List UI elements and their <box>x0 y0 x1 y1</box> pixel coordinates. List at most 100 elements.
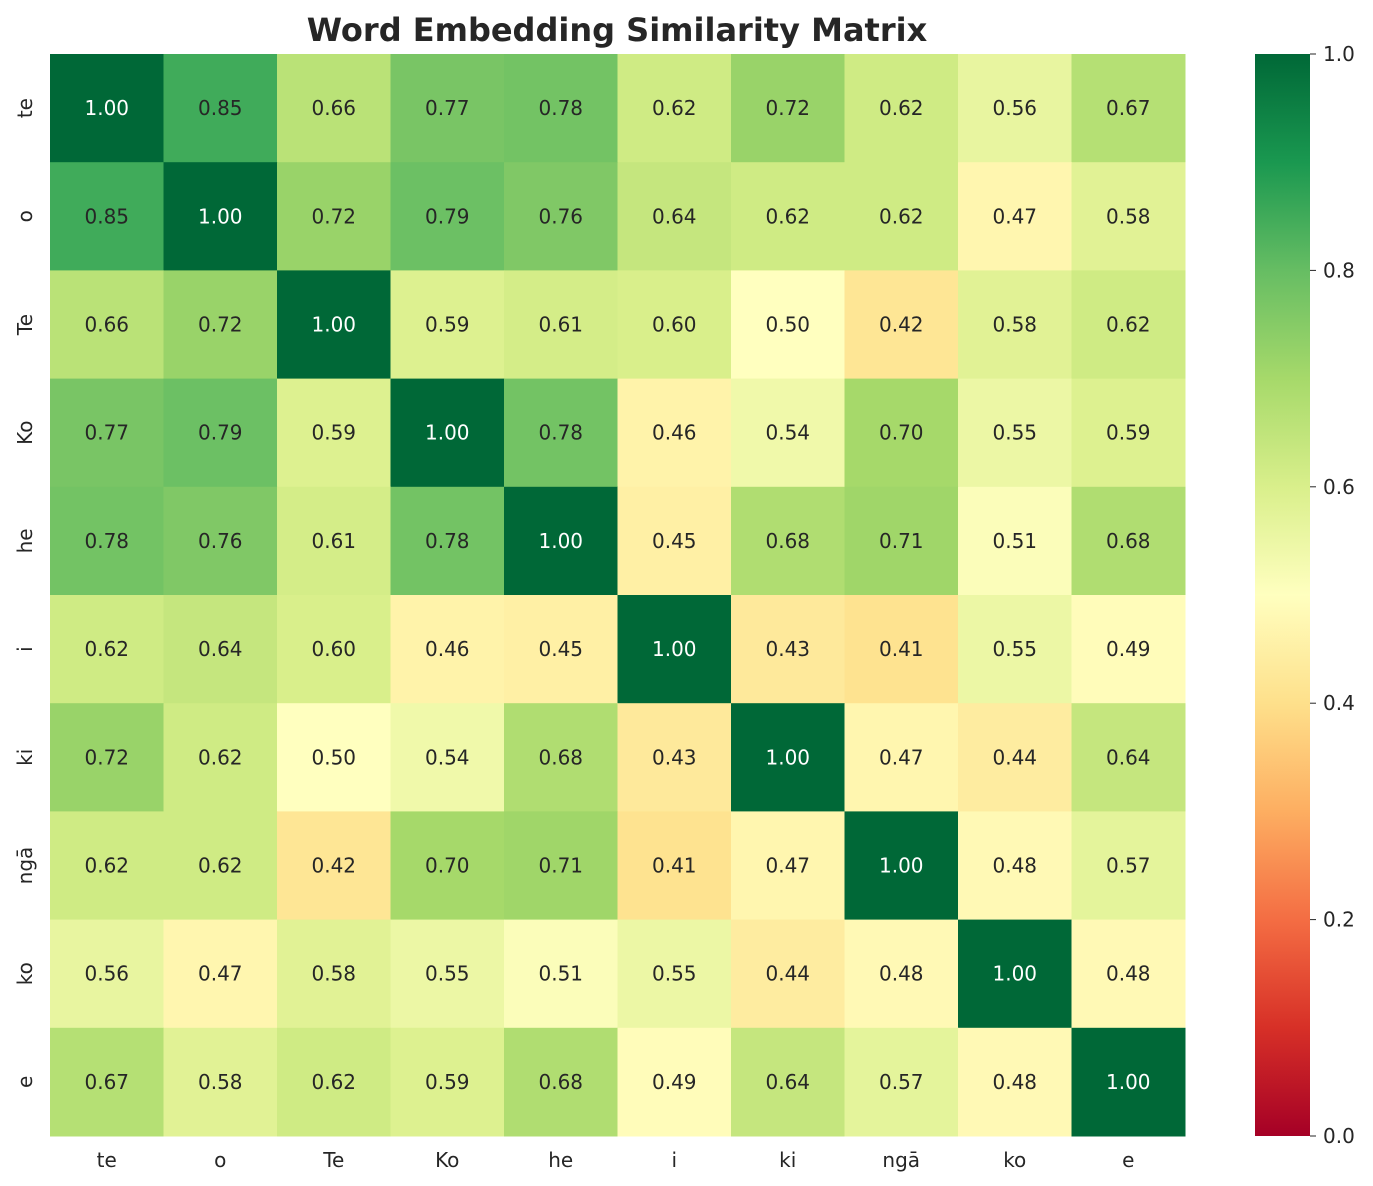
cell-value-label: 1.00 <box>992 962 1037 986</box>
heatmap-cell <box>958 270 1072 380</box>
colorbar-tick-label: 0.0 <box>1323 1124 1355 1148</box>
cell-value-label: 1.00 <box>652 637 697 661</box>
heatmap-cell <box>731 1027 845 1137</box>
heatmap-cell <box>504 162 618 271</box>
heatmap-cell <box>1071 703 1186 812</box>
x-tick-label: Te <box>322 1148 344 1172</box>
cell-value-label: 0.56 <box>84 962 129 986</box>
heatmap-cell <box>844 378 959 488</box>
x-tick-label: ko <box>1003 1148 1026 1172</box>
heatmap-cell <box>617 1027 732 1137</box>
heatmap-cell <box>617 378 732 488</box>
cell-value-label: 0.85 <box>198 96 243 120</box>
heatmap-cell <box>390 811 505 921</box>
cell-value-label: 0.72 <box>765 96 810 120</box>
x-tick-label: ngā <box>882 1148 920 1172</box>
heatmap-cell <box>617 162 732 271</box>
y-tick-label: Te <box>13 314 37 336</box>
cell-value-label: 0.71 <box>879 529 924 553</box>
heatmap-cell <box>390 919 505 1029</box>
heatmap-cell <box>617 486 732 596</box>
cell-value-label: 0.62 <box>198 854 243 878</box>
cell-value-label: 0.58 <box>1106 204 1151 228</box>
cell-value-label: 0.72 <box>311 204 356 228</box>
cell-value-label: 0.51 <box>538 962 583 986</box>
heatmap-cell <box>504 378 618 488</box>
chart-title: Word Embedding Similarity Matrix <box>307 11 928 49</box>
cell-value-label: 0.44 <box>992 745 1037 769</box>
colorbar-tick-label: 0.2 <box>1323 908 1355 932</box>
colorbar: 0.0 0.2 0.4 0.6 0.8 1.0 <box>1255 42 1355 1148</box>
heatmap-cell <box>277 595 391 704</box>
heatmap-cell <box>1071 486 1186 596</box>
cell-value-label: 0.59 <box>425 313 470 337</box>
cell-value-label: 0.79 <box>425 204 470 228</box>
cell-value-label: 0.67 <box>84 1070 129 1094</box>
heatmap-cell <box>163 811 278 921</box>
heatmap-cell <box>277 703 391 812</box>
heatmap-cell <box>163 54 278 163</box>
heatmap-cell <box>50 1027 164 1137</box>
cell-value-label: 1.00 <box>84 96 129 120</box>
colorbar-tick-label: 0.8 <box>1323 258 1355 282</box>
heatmap-cell <box>390 270 505 380</box>
heatmap-cell <box>731 595 845 704</box>
y-axis-tick-labels: te o Te Ko he i ki ngā ko e <box>13 98 37 1088</box>
cell-value-label: 0.54 <box>765 421 810 445</box>
cell-value-label: 0.62 <box>84 637 129 661</box>
heatmap-cell <box>731 703 845 812</box>
heatmap-cell <box>163 270 278 380</box>
heatmap-cell <box>1071 811 1186 921</box>
cell-value-label: 0.62 <box>198 745 243 769</box>
heatmap-cell <box>1071 1027 1186 1137</box>
cell-value-label: 0.58 <box>311 962 356 986</box>
cell-value-label: 0.61 <box>311 529 356 553</box>
cell-value-label: 0.59 <box>311 421 356 445</box>
heatmap-cell <box>731 486 845 596</box>
cell-value-label: 0.47 <box>879 745 924 769</box>
heatmap-cell <box>390 378 505 488</box>
heatmap-cell <box>504 270 618 380</box>
cell-value-label: 0.48 <box>992 1070 1037 1094</box>
cell-value-label: 0.79 <box>198 421 243 445</box>
cell-value-label: 0.59 <box>1106 421 1151 445</box>
heatmap-cell <box>844 1027 959 1137</box>
cell-value-label: 0.62 <box>879 96 924 120</box>
heatmap-cell <box>731 378 845 488</box>
heatmap-cell <box>958 703 1072 812</box>
cell-value-label: 1.00 <box>879 854 924 878</box>
heatmap-cell <box>958 919 1072 1029</box>
heatmap-cell <box>277 270 391 380</box>
cell-value-label: 0.42 <box>311 854 356 878</box>
cell-value-label: 0.71 <box>538 854 583 878</box>
cell-value-label: 0.46 <box>425 637 470 661</box>
heatmap-cell <box>504 703 618 812</box>
heatmap-cell <box>1071 270 1186 380</box>
x-tick-label: e <box>1122 1148 1134 1172</box>
heatmap-cell <box>504 811 618 921</box>
cell-value-label: 0.59 <box>425 1070 470 1094</box>
cell-value-label: 0.70 <box>879 421 924 445</box>
cell-value-label: 0.57 <box>1106 854 1151 878</box>
cell-value-label: 0.68 <box>1106 529 1151 553</box>
y-tick-label: he <box>13 528 37 553</box>
heatmap-cell <box>958 54 1072 163</box>
heatmap-cell <box>844 595 959 704</box>
cell-value-label: 0.41 <box>652 854 697 878</box>
x-tick-label: Ko <box>435 1148 459 1172</box>
heatmap-cell <box>958 811 1072 921</box>
heatmap-cell <box>163 919 278 1029</box>
cell-value-label: 0.62 <box>765 204 810 228</box>
cell-value-label: 0.62 <box>1106 313 1151 337</box>
heatmap-cell <box>617 811 732 921</box>
cell-value-label: 0.54 <box>425 745 470 769</box>
cell-value-label: 0.78 <box>425 529 470 553</box>
cell-value-label: 1.00 <box>198 204 243 228</box>
cell-value-label: 0.55 <box>652 962 697 986</box>
heatmap-cell <box>50 54 164 163</box>
heatmap-cells <box>50 54 1186 1137</box>
heatmap-cell <box>390 1027 505 1137</box>
heatmap-cell <box>731 162 845 271</box>
cell-value-label: 0.43 <box>652 745 697 769</box>
heatmap-cell <box>50 919 164 1029</box>
